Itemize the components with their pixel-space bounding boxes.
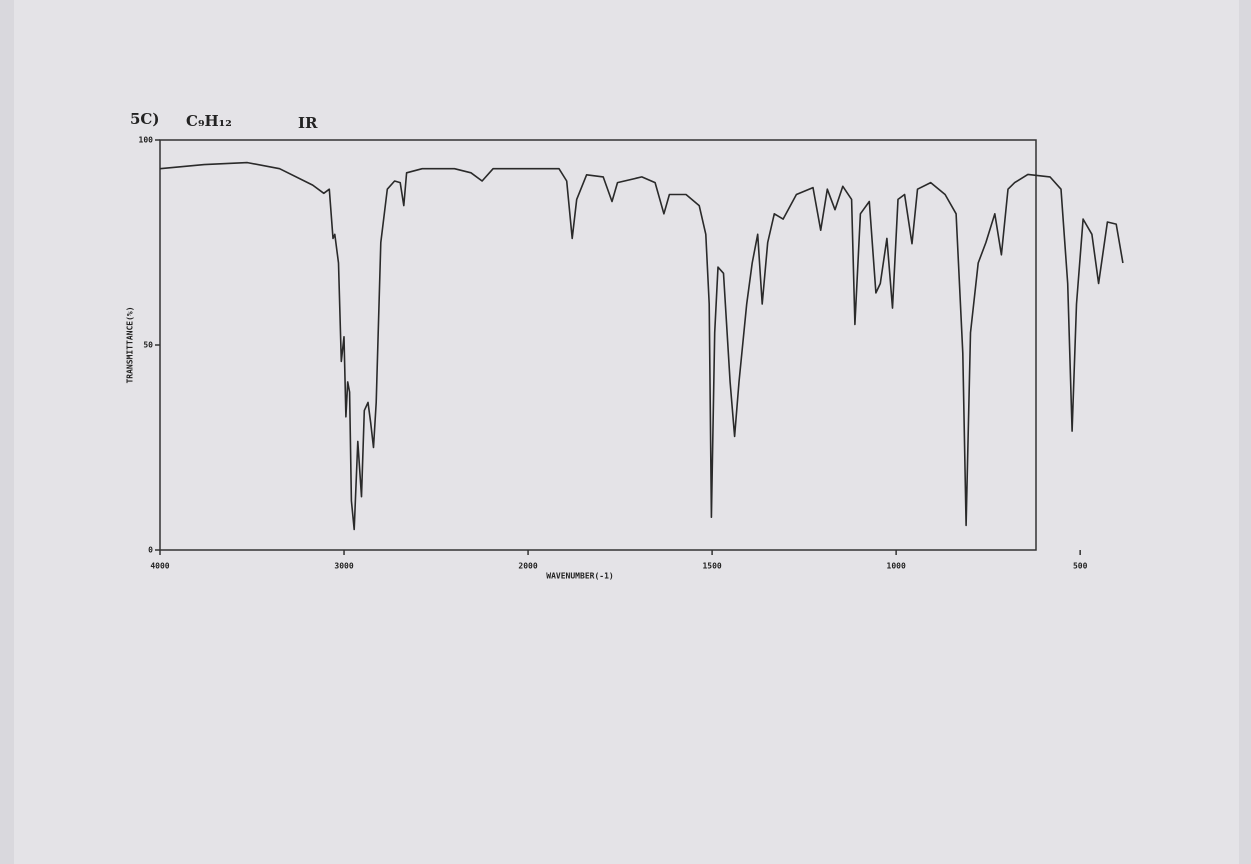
annotation: IR [298, 114, 318, 132]
y-tick-label: 0 [148, 546, 153, 555]
y-axis-label: TRANSMITTANCE(%) [126, 306, 135, 383]
x-tick-label: 1000 [887, 562, 906, 571]
x-tick-label: 500 [1073, 562, 1088, 571]
x-tick-label: 2000 [518, 562, 537, 571]
annotation: C₉H₁₂ [186, 112, 232, 130]
annotation: 5C) [130, 110, 159, 128]
x-axis-label: WAVENUMBER(-1) [546, 572, 613, 581]
paper [14, 0, 1239, 864]
y-tick-label: 50 [143, 341, 153, 350]
x-tick-label: 1500 [702, 562, 721, 571]
y-tick-label: 100 [139, 136, 154, 145]
x-tick-label: 4000 [150, 562, 169, 571]
spectrum-line [159, 161, 1124, 531]
x-tick-label: 3000 [334, 562, 353, 571]
